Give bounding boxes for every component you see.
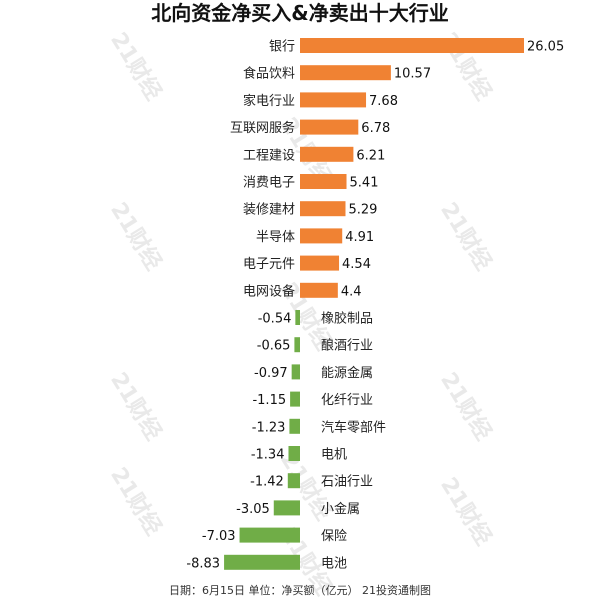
category-label: 酿酒行业 [321,338,373,354]
value-label: -7.03 [202,529,236,544]
bar [300,228,343,244]
bars-group: 银行 26.05 食品饮料 10.57 家电行业 7.68 互联网服务 6.78 工程建设 6.2… [186,38,564,571]
value-label: -0.65 [257,339,291,354]
watermark: 21财经 [105,28,167,105]
value-label: -0.54 [258,312,292,327]
bar [289,418,300,434]
bar [300,65,391,81]
value-label: 7.68 [369,94,398,109]
category-label: 银行 [269,40,295,55]
bar [300,146,354,162]
bar [224,554,300,570]
category-label: 电池 [321,556,347,571]
watermark: 21财经 [105,463,167,540]
category-label: 电网设备 [243,283,295,299]
watermark: 21财经 [435,368,497,445]
value-label: -1.34 [251,448,285,463]
bar [239,527,300,543]
value-label: -0.97 [254,366,288,381]
bar [300,174,347,189]
category-label: 石油行业 [321,475,373,490]
bar [290,391,300,407]
category-label: 能源金属 [321,365,373,381]
value-label: -1.42 [250,475,284,490]
category-label: 半导体 [256,230,295,245]
category-label: 装修建材 [243,203,295,218]
bar [300,255,340,271]
value-label: -1.15 [252,393,286,408]
category-label: 电机 [321,448,347,463]
value-label: 10.57 [394,67,431,82]
chart-title: 北向资金净买入&净卖出十大行业 [151,1,448,25]
value-label: 4.4 [341,284,362,299]
bar [300,38,524,53]
category-label: 保险 [321,529,347,544]
value-label: -1.23 [252,420,286,435]
category-label: 小金属 [321,501,360,517]
value-label: 4.54 [342,257,371,272]
value-label: -3.05 [236,502,270,517]
bar [300,119,359,135]
watermark: 21财经 [105,368,167,445]
bar [287,473,300,489]
category-label: 化纤行业 [321,393,373,408]
category-label: 工程建设 [243,148,295,163]
bar [273,500,300,516]
category-label: 汽车零部件 [321,419,386,435]
bar [300,92,367,108]
watermark: 21财经 [435,473,497,550]
bar [295,310,300,325]
bar [288,446,300,461]
value-label: 5.41 [350,176,379,191]
value-label: 6.21 [356,148,385,163]
value-label: 5.29 [348,203,377,218]
value-label: 26.05 [527,40,564,55]
category-label: 消费电子 [243,176,295,191]
value-label: 4.91 [345,230,374,245]
watermark-layer: 21财经21财经21财经21财经21财经21财经21财经21财经21财经21财经… [105,28,497,600]
category-label: 电子元件 [243,257,295,272]
category-label: 家电行业 [243,93,295,109]
value-label: 6.78 [361,121,390,136]
watermark: 21财经 [105,198,167,275]
bar [300,282,338,298]
category-label: 互联网服务 [230,120,295,136]
bar [300,201,346,217]
bar [294,337,300,353]
chart-footer: 日期：6月15日 单位：净买额（亿元） 21投资通制图 [169,583,431,597]
category-label: 食品饮料 [243,66,295,82]
value-label: -8.83 [186,556,220,571]
watermark: 21财经 [435,198,497,275]
bar [291,364,300,380]
category-label: 橡胶制品 [321,311,373,327]
